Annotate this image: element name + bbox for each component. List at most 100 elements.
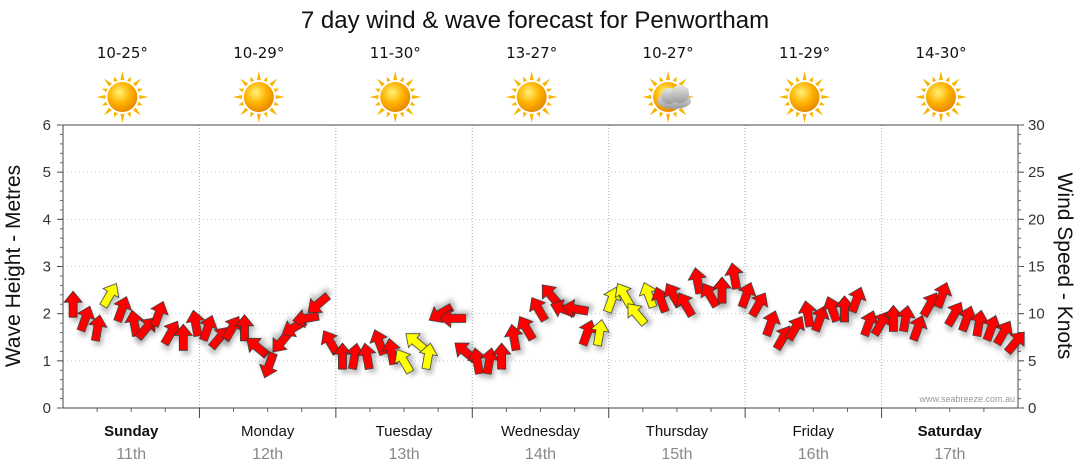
sun-ray	[374, 101, 381, 106]
wind-arrow	[687, 267, 707, 295]
sun-ray	[542, 78, 551, 87]
sun-ray	[784, 101, 790, 106]
sun-ray	[914, 94, 925, 100]
sun-ray	[386, 76, 391, 83]
sun-ray	[649, 107, 658, 116]
sun-ray	[784, 88, 790, 93]
sun-ray	[126, 76, 131, 83]
sun-icon	[232, 71, 285, 123]
wind-arrow	[516, 315, 537, 342]
left-tick-label: 3	[43, 259, 51, 276]
sun-ray	[951, 107, 960, 116]
wind-arrow	[99, 282, 120, 309]
sun-disc	[516, 82, 547, 112]
sun-ray	[399, 111, 404, 118]
sun-ray	[955, 101, 962, 106]
wind-arrow	[88, 314, 108, 342]
wind-arrow	[712, 276, 732, 304]
sun-ray	[523, 76, 528, 83]
wind-arrow	[784, 315, 805, 342]
sun-icon	[505, 71, 558, 123]
wind-arrow	[896, 304, 916, 333]
sun-ray	[536, 111, 541, 118]
sun-ray	[405, 78, 414, 87]
wind-arrow	[491, 342, 512, 370]
sun-ray	[542, 107, 551, 116]
wind-arrow	[199, 314, 218, 342]
sun-ray	[412, 94, 422, 100]
sun-ray	[647, 88, 654, 93]
sun-ray	[263, 76, 268, 83]
wind-arrow	[76, 305, 96, 333]
sun-ray	[945, 111, 950, 118]
partly-cloudy-icon	[642, 71, 695, 123]
sun-ray	[932, 111, 937, 118]
sun-ray	[399, 76, 404, 83]
right-tick-label: 30	[1028, 117, 1045, 134]
wind-arrow	[909, 314, 928, 342]
sun-ray	[819, 88, 825, 93]
wind-arrow	[700, 282, 721, 309]
day-name-label: Saturday	[918, 423, 983, 440]
sun-ray	[802, 71, 807, 81]
sun-ray	[250, 76, 255, 83]
left-axis-title: Wave Height - Metres	[2, 165, 25, 367]
sun-rays	[778, 71, 831, 123]
sun-ray	[546, 88, 553, 93]
wind-arrows	[63, 262, 1025, 379]
sun-ray	[102, 88, 108, 93]
sun-ray	[511, 101, 517, 106]
wind-arrow	[307, 292, 332, 313]
sun-rays	[505, 71, 558, 123]
sun-ray	[809, 76, 813, 83]
sun-ray	[666, 71, 671, 81]
wind-arrow	[847, 286, 867, 314]
sun-icon	[914, 71, 967, 123]
day-date-label: 12th	[252, 446, 283, 463]
sun-ray	[269, 107, 278, 116]
day-name-label: Monday	[241, 423, 295, 440]
wind-arrow	[933, 281, 953, 309]
sun-disc	[789, 82, 820, 112]
sun-ray	[672, 111, 677, 118]
sun-ray	[815, 78, 823, 87]
wind-arrow	[797, 300, 818, 328]
day-name-label: Sunday	[104, 423, 159, 440]
sun-ray	[240, 78, 249, 87]
sun-ray	[548, 94, 558, 100]
wind-arrow	[113, 296, 132, 323]
sun-ray	[659, 111, 664, 118]
sun-ray	[238, 88, 245, 93]
wind-arrow	[134, 317, 156, 341]
sun-ray	[104, 78, 112, 87]
day-name-label: Thursday	[646, 423, 709, 440]
right-axis: 0 5 10 15 20 25 30	[1018, 117, 1045, 417]
wind-arrow	[590, 319, 610, 347]
sun-rays	[232, 71, 285, 123]
right-tick-label: 20	[1028, 211, 1045, 228]
sun-ray	[250, 111, 255, 118]
left-axis: 0 1 2 3 4 5 6	[43, 117, 63, 417]
sun-ray	[778, 94, 788, 100]
plot-frame	[62, 124, 1019, 409]
wind-arrow	[185, 309, 206, 338]
sun-ray	[938, 113, 943, 123]
wind-arrow	[737, 281, 757, 309]
sun-ray	[678, 78, 687, 87]
sun-ray	[369, 94, 379, 100]
wind-arrow	[529, 297, 549, 323]
sun-ray	[132, 107, 141, 116]
temperature-range: 14-30°	[915, 44, 966, 62]
sun-ray	[819, 101, 825, 106]
temperature-range: 11-30°	[370, 44, 421, 62]
wind-arrow	[982, 314, 1002, 342]
sun-ray	[922, 107, 931, 116]
sun-ray	[957, 94, 967, 100]
wind-arrow	[1003, 331, 1025, 356]
sun-ray	[529, 113, 534, 123]
sun-ray	[809, 111, 813, 118]
day-date-label: 11th	[116, 446, 146, 463]
sun-ray	[386, 111, 391, 118]
day-name-label: Tuesday	[376, 423, 433, 440]
